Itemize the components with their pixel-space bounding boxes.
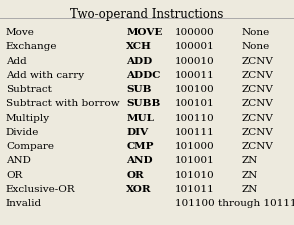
Text: AND: AND bbox=[126, 156, 153, 165]
Text: ADD: ADD bbox=[126, 56, 153, 65]
Text: SUBB: SUBB bbox=[126, 99, 161, 108]
Text: SUB: SUB bbox=[126, 85, 152, 94]
Text: Subtract with borrow: Subtract with borrow bbox=[6, 99, 119, 108]
Text: 100110: 100110 bbox=[175, 113, 215, 122]
Text: 100000: 100000 bbox=[175, 28, 215, 37]
Text: Compare: Compare bbox=[6, 142, 54, 151]
Text: 101001: 101001 bbox=[175, 156, 215, 165]
Text: Exclusive-OR: Exclusive-OR bbox=[6, 184, 76, 193]
Text: MUL: MUL bbox=[126, 113, 154, 122]
Text: 100001: 100001 bbox=[175, 42, 215, 51]
Text: MOVE: MOVE bbox=[126, 28, 163, 37]
Text: ZCNV: ZCNV bbox=[241, 127, 273, 136]
Text: Exchange: Exchange bbox=[6, 42, 57, 51]
Text: ZN: ZN bbox=[241, 156, 258, 165]
Text: 101000: 101000 bbox=[175, 142, 215, 151]
Text: ZN: ZN bbox=[241, 170, 258, 179]
Text: AND: AND bbox=[6, 156, 31, 165]
Text: Move: Move bbox=[6, 28, 35, 37]
Text: None: None bbox=[241, 28, 269, 37]
Text: 100100: 100100 bbox=[175, 85, 215, 94]
Text: Add with carry: Add with carry bbox=[6, 71, 84, 80]
Text: None: None bbox=[241, 42, 269, 51]
Text: 101100 through 101111: 101100 through 101111 bbox=[175, 198, 294, 207]
Text: ZCNV: ZCNV bbox=[241, 71, 273, 80]
Text: ZCNV: ZCNV bbox=[241, 56, 273, 65]
Text: XOR: XOR bbox=[126, 184, 152, 193]
Text: 100111: 100111 bbox=[175, 127, 215, 136]
Text: ZN: ZN bbox=[241, 184, 258, 193]
Text: ZCNV: ZCNV bbox=[241, 142, 273, 151]
Text: Multiply: Multiply bbox=[6, 113, 50, 122]
Text: Two-operand Instructions: Two-operand Instructions bbox=[70, 8, 224, 21]
Text: ZCNV: ZCNV bbox=[241, 99, 273, 108]
Text: ZCNV: ZCNV bbox=[241, 113, 273, 122]
Text: Invalid: Invalid bbox=[6, 198, 42, 207]
Text: 100010: 100010 bbox=[175, 56, 215, 65]
Text: DIV: DIV bbox=[126, 127, 148, 136]
Text: 100011: 100011 bbox=[175, 71, 215, 80]
Text: 100101: 100101 bbox=[175, 99, 215, 108]
Text: Divide: Divide bbox=[6, 127, 39, 136]
Text: 101010: 101010 bbox=[175, 170, 215, 179]
Text: ZCNV: ZCNV bbox=[241, 85, 273, 94]
Text: CMP: CMP bbox=[126, 142, 154, 151]
Text: OR: OR bbox=[126, 170, 144, 179]
Text: OR: OR bbox=[6, 170, 22, 179]
Text: ADDC: ADDC bbox=[126, 71, 161, 80]
Text: XCH: XCH bbox=[126, 42, 152, 51]
Text: 101011: 101011 bbox=[175, 184, 215, 193]
Text: Subtract: Subtract bbox=[6, 85, 52, 94]
Text: Add: Add bbox=[6, 56, 27, 65]
